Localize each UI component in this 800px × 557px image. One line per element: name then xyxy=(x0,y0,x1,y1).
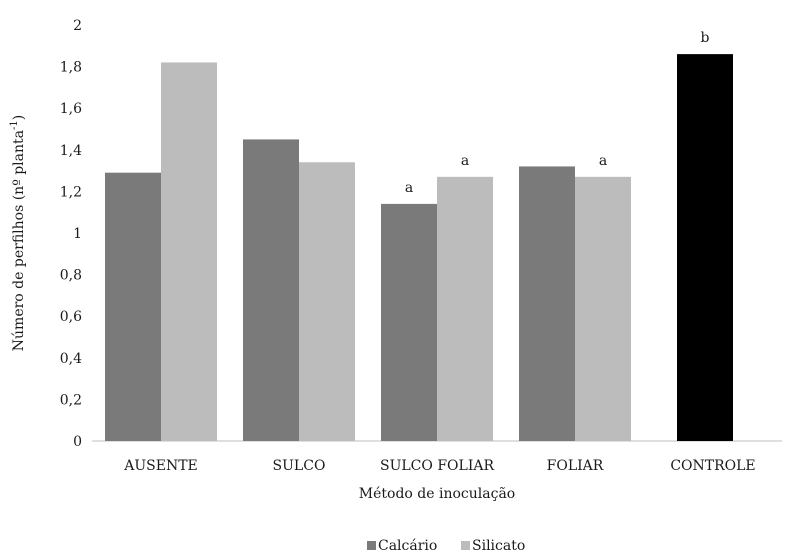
x-category-label: FOLIAR xyxy=(547,458,604,474)
x-category-label: SULCO xyxy=(273,458,326,474)
bars xyxy=(105,54,733,442)
bar-silicato-3 xyxy=(575,176,631,441)
y-tick-label: 0,6 xyxy=(60,309,82,325)
y-axis-title-suffix: ) xyxy=(11,115,27,120)
bar-silicato-0 xyxy=(161,62,217,441)
bar-calcrio-3 xyxy=(519,166,575,441)
y-tick-label: 1,6 xyxy=(60,101,82,117)
legend-swatch xyxy=(367,541,376,550)
y-tick-label: 1 xyxy=(73,226,82,242)
x-category-label: SULCO FOLIAR xyxy=(380,458,494,474)
bar-annotation: a xyxy=(599,153,607,169)
bar-annotation: a xyxy=(405,180,413,196)
y-axis-title-text: Número de perfilhos (nº planta-1) xyxy=(9,115,27,351)
y-tick-label: 2 xyxy=(73,18,82,34)
bar-silicato-2 xyxy=(437,176,493,441)
x-category-label: CONTROLE xyxy=(670,458,755,474)
y-axis-ticks: 0 0,2 0,4 0,6 0,8 1 1,2 1,4 1,6 1,8 2 xyxy=(60,18,82,450)
y-tick-label: 0,2 xyxy=(60,392,82,408)
y-axis-title: Número de perfilhos (nº planta-1) xyxy=(9,115,27,351)
y-tick-label: 0,8 xyxy=(60,268,82,284)
y-tick-label: 1,8 xyxy=(60,60,82,76)
bar-annotation: a xyxy=(461,153,469,169)
y-tick-label: 0 xyxy=(73,434,82,450)
y-axis-title-main: Número de perfilhos (nº planta xyxy=(11,130,27,351)
y-axis-title-superscript: -1 xyxy=(9,120,20,130)
legend: Calcário Silicato xyxy=(367,538,525,554)
legend-label: Calcário xyxy=(378,538,437,554)
bar-calcrio-2 xyxy=(381,203,437,441)
x-category-label: AUSENTE xyxy=(123,458,198,474)
y-tick-label: 1,4 xyxy=(60,143,82,159)
category-labels: AUSENTE SULCO SULCO FOLIAR FOLIAR CONTROLE xyxy=(123,458,755,474)
bar-annotations: a a a b xyxy=(405,30,710,196)
x-axis-title: Método de inoculação xyxy=(359,486,515,502)
legend-swatch xyxy=(461,541,470,550)
bar-calcrio-0 xyxy=(105,172,161,441)
bar-silicato-1 xyxy=(299,162,355,441)
bar-annotation: b xyxy=(701,30,710,46)
bar-calcrio-1 xyxy=(243,139,299,441)
y-tick-label: 1,2 xyxy=(60,184,82,200)
bar-controle-4 xyxy=(677,54,733,442)
y-tick-label: 0,4 xyxy=(60,351,82,367)
legend-label: Silicato xyxy=(472,538,525,554)
